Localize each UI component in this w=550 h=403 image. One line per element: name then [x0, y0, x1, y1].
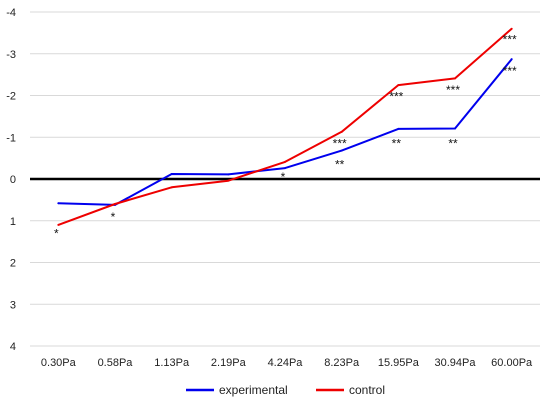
- x-tick-label: 15.95Pa: [378, 357, 420, 369]
- data-point-experimental: [57, 202, 60, 205]
- x-tick-label: 8.23Pa: [324, 357, 360, 369]
- significance-marker: ***: [333, 136, 347, 150]
- data-point-control: [510, 27, 513, 30]
- grid: [30, 11, 540, 347]
- significance-marker: **: [392, 137, 402, 151]
- data-point-experimental: [170, 172, 173, 175]
- x-tick-label: 1.13Pa: [154, 357, 190, 369]
- series-line-control: [57, 27, 513, 226]
- y-tick-label: 1: [10, 216, 16, 228]
- y-tick-label: 2: [10, 258, 16, 270]
- y-tick-label: -3: [6, 49, 16, 61]
- data-point-experimental: [454, 127, 456, 130]
- data-point-experimental: [510, 58, 513, 61]
- significance-marker: *: [111, 210, 116, 224]
- data-point-experimental: [227, 173, 230, 176]
- y-tick-label: 0: [10, 174, 16, 186]
- significance-marker: **: [335, 158, 345, 172]
- significance-annotations: ************************: [54, 32, 517, 240]
- x-tick-label: 60.00Pa: [491, 357, 533, 369]
- y-tick-label: -1: [6, 132, 16, 144]
- y-tick-label: 3: [10, 299, 16, 311]
- y-tick-label: -4: [6, 7, 16, 19]
- y-axis: -4 -3 -2 -1 0 1 2 3 4: [6, 7, 16, 353]
- significance-marker: ***: [503, 32, 517, 46]
- y-tick-label: 4: [10, 341, 16, 353]
- data-point-experimental: [340, 149, 343, 152]
- data-point-control: [397, 84, 400, 87]
- x-tick-label: 0.58Pa: [98, 357, 134, 369]
- series-lines: [57, 27, 513, 226]
- data-point-experimental: [284, 167, 286, 170]
- data-point-control: [114, 203, 116, 206]
- legend: experimental control: [186, 383, 385, 397]
- significance-marker: ***: [503, 64, 517, 78]
- legend-label-control: control: [349, 383, 385, 397]
- significance-marker: *: [281, 170, 286, 184]
- data-point-control: [227, 179, 230, 182]
- data-point-control: [170, 186, 173, 189]
- significance-marker: ***: [389, 90, 403, 104]
- significance-marker: *: [54, 226, 59, 240]
- x-tick-label: 2.19Pa: [211, 357, 247, 369]
- legend-label-experimental: experimental: [219, 383, 288, 397]
- x-axis: 0.30Pa 0.58Pa 1.13Pa 2.19Pa 4.24Pa 8.23Pa 15.9…: [41, 357, 533, 369]
- data-point-control: [284, 160, 286, 163]
- significance-marker: **: [448, 137, 458, 151]
- y-tick-label: -2: [6, 91, 16, 103]
- x-tick-label: 4.24Pa: [268, 357, 304, 369]
- x-tick-label: 0.30Pa: [41, 357, 77, 369]
- data-point-control: [57, 223, 60, 226]
- data-point-control: [340, 130, 343, 133]
- significance-marker: ***: [446, 83, 460, 97]
- data-point-control: [454, 77, 456, 80]
- data-point-experimental: [397, 127, 400, 130]
- x-tick-label: 30.94Pa: [435, 357, 477, 369]
